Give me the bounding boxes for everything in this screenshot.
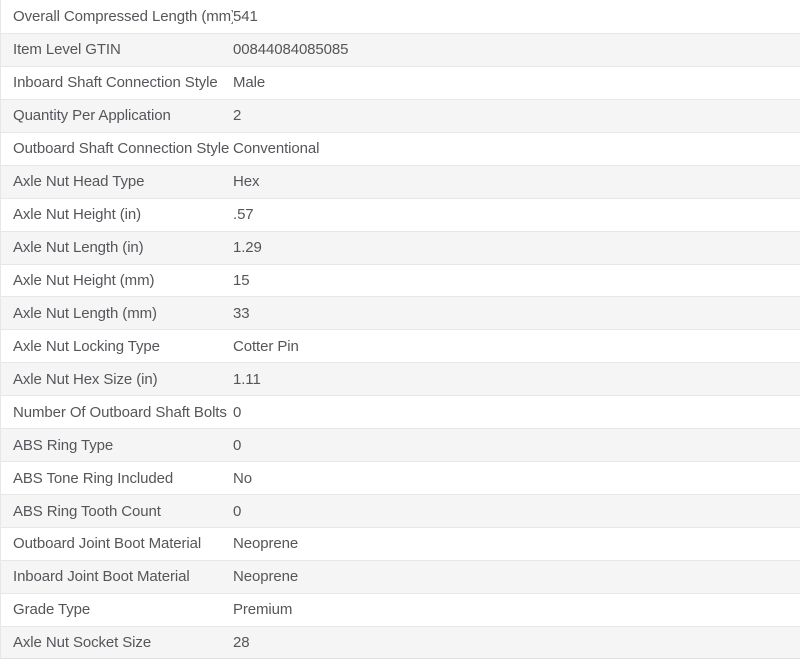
spec-table-row: ABS Ring Tooth Count 0 (1, 494, 800, 527)
spec-attribute-label: ABS Ring Type (13, 436, 114, 454)
spec-table-row: Outboard Shaft Connection Style Conventi… (1, 131, 800, 165)
spec-table-row: Inboard Shaft Connection Style Male (1, 65, 800, 99)
spec-table-row: Axle Nut Length (mm) 33 (1, 296, 800, 330)
spec-attribute-label: Axle Nut Head Type (13, 173, 145, 191)
spec-attribute-label: Axle Nut Hex Size (in) (13, 370, 158, 388)
spec-table-row: Axle Nut Height (in) .57 (1, 197, 800, 231)
spec-table-row: Quantity Per Application 2 (1, 98, 800, 132)
spec-attribute-label: ABS Ring Tooth Count (13, 502, 161, 520)
spec-attribute-value: Conventional (233, 140, 320, 158)
spec-attribute-label: Item Level GTIN (13, 41, 121, 59)
spec-table-row: Axle Nut Locking Type Cotter Pin (1, 329, 800, 363)
spec-attribute-value: 28 (233, 634, 250, 652)
spec-attribute-label: Overall Compressed Length (mm) (13, 7, 233, 25)
spec-attribute-value: Premium (233, 601, 293, 619)
spec-attribute-value: 0 (233, 436, 242, 454)
spec-table-row: Axle Nut Head Type Hex (1, 164, 800, 198)
spec-attribute-value: .57 (233, 206, 254, 224)
spec-attribute-value: 00844084085085 (233, 41, 349, 59)
spec-attribute-value: 33 (233, 304, 250, 322)
spec-table-row: Axle Nut Height (mm) 15 (1, 263, 800, 297)
spec-attribute-label: Inboard Shaft Connection Style (13, 74, 218, 92)
spec-attribute-value: 2 (233, 107, 242, 125)
spec-attribute-value: Neoprene (233, 535, 299, 553)
spec-attribute-label: Axle Nut Height (in) (13, 206, 142, 224)
spec-attribute-value: Neoprene (233, 568, 299, 586)
spec-attribute-label: Outboard Shaft Connection Style (13, 140, 230, 158)
spec-attribute-label: Axle Nut Length (in) (13, 239, 144, 257)
spec-attribute-value: 1.11 (233, 370, 261, 388)
spec-table-row: Grade Type Premium (1, 592, 800, 626)
spec-table-row: ABS Ring Type 0 (1, 428, 800, 462)
spec-table-row: Item Level GTIN 00844084085085 (1, 32, 800, 66)
spec-attribute-label: Quantity Per Application (13, 107, 171, 125)
spec-table-row: Overall Compressed Length (mm) 541 (1, 0, 800, 33)
spec-attribute-label: Axle Nut Socket Size (13, 634, 152, 652)
spec-attribute-label: Axle Nut Length (mm) (13, 304, 157, 322)
spec-table-row: Axle Nut Socket Size 28 (1, 625, 800, 658)
spec-table-row: Inboard Joint Boot Material Neoprene (1, 559, 800, 593)
spec-attribute-label: Grade Type (13, 601, 91, 619)
spec-attribute-label: Inboard Joint Boot Material (13, 568, 190, 586)
spec-table-row: Axle Nut Hex Size (in) 1.11 (1, 362, 800, 396)
spec-attribute-value: 0 (233, 403, 242, 421)
spec-attribute-label: ABS Tone Ring Included (13, 469, 174, 487)
spec-attribute-value: 1.29 (233, 239, 262, 257)
spec-attribute-label: Outboard Joint Boot Material (13, 535, 202, 553)
spec-table-row: Outboard Joint Boot Material Neoprene (1, 527, 800, 560)
spec-attribute-value: Cotter Pin (233, 337, 299, 355)
spec-attribute-value: No (233, 469, 252, 487)
spec-attribute-label: Number Of Outboard Shaft Bolts (13, 403, 227, 421)
spec-attribute-value: Hex (233, 173, 260, 191)
spec-attribute-value: Male (233, 74, 266, 92)
spec-table-row: Axle Nut Length (in) 1.29 (1, 230, 800, 264)
spec-attribute-label: Axle Nut Locking Type (13, 337, 160, 355)
spec-attribute-value: 0 (233, 502, 242, 520)
spec-attribute-value: 15 (233, 271, 250, 289)
spec-attribute-value: 541 (233, 7, 258, 25)
spec-table-row: Number Of Outboard Shaft Bolts 0 (1, 395, 800, 429)
spec-attribute-label: Axle Nut Height (mm) (13, 271, 155, 289)
spec-table-row: ABS Tone Ring Included No (1, 461, 800, 495)
